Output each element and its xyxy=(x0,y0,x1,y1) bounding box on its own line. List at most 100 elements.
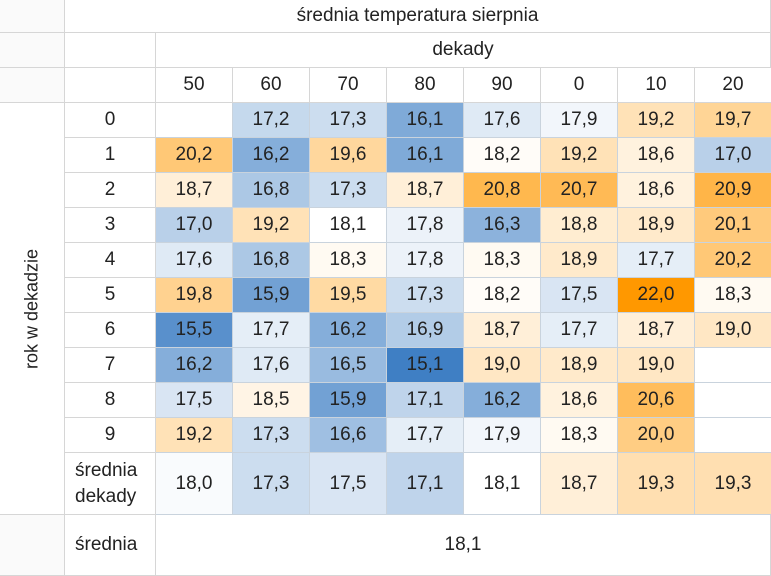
heatmap-cell: 16,8 xyxy=(233,173,310,208)
chart-title: średnia temperatura sierpnia xyxy=(65,0,771,33)
heatmap-cell: 17,9 xyxy=(464,418,541,453)
overall-mean-value: 18,1 xyxy=(156,515,771,576)
heatmap-cell: 17,7 xyxy=(387,418,464,453)
heatmap-cell: 16,2 xyxy=(233,138,310,173)
heatmap-cell: 16,5 xyxy=(310,348,387,383)
heatmap-cell: 17,0 xyxy=(695,138,771,173)
heatmap-cell: 17,0 xyxy=(156,208,233,243)
heatmap-cell: 20,0 xyxy=(618,418,695,453)
decade-mean-cell: 19,3 xyxy=(618,453,695,515)
heatmap-cell: 19,2 xyxy=(233,208,310,243)
heatmap-cell: 15,1 xyxy=(387,348,464,383)
column-header: 10 xyxy=(618,68,695,103)
heatmap-cell: 17,2 xyxy=(233,103,310,138)
heatmap-cell: 18,7 xyxy=(387,173,464,208)
heatmap-cell: 19,2 xyxy=(541,138,618,173)
heatmap-cell: 16,6 xyxy=(310,418,387,453)
heatmap-cell: 17,1 xyxy=(387,383,464,418)
heatmap-cell: 17,3 xyxy=(387,278,464,313)
heatmap-cell: 16,1 xyxy=(387,103,464,138)
row-label: 0 xyxy=(65,103,156,138)
row-label: 4 xyxy=(65,243,156,278)
corner-cell xyxy=(0,515,65,576)
decade-mean-label: średnia dekady xyxy=(65,453,156,515)
heatmap-cell: 20,7 xyxy=(541,173,618,208)
heatmap-cell: 16,9 xyxy=(387,313,464,348)
row-label: 7 xyxy=(65,348,156,383)
heatmap-cell: 15,9 xyxy=(233,278,310,313)
heatmap-cell: 16,8 xyxy=(233,243,310,278)
decade-mean-cell: 17,1 xyxy=(387,453,464,515)
heatmap-cell: 17,3 xyxy=(310,103,387,138)
heatmap-cell: 19,0 xyxy=(695,313,771,348)
decade-mean-cell: 18,0 xyxy=(156,453,233,515)
heatmap-cell: 18,6 xyxy=(541,383,618,418)
column-header: 50 xyxy=(156,68,233,103)
decade-mean-cell: 18,1 xyxy=(464,453,541,515)
heatmap-cell: 17,5 xyxy=(156,383,233,418)
decade-mean-cell: 17,5 xyxy=(310,453,387,515)
row-label: 6 xyxy=(65,313,156,348)
heatmap-cell: 19,6 xyxy=(310,138,387,173)
heatmap-cell: 17,7 xyxy=(233,313,310,348)
heatmap-cell: 18,5 xyxy=(233,383,310,418)
heatmap-cell: 18,1 xyxy=(310,208,387,243)
heatmap-cell: 16,2 xyxy=(310,313,387,348)
heatmap-cell: 18,6 xyxy=(618,138,695,173)
heatmap-cell: 22,0 xyxy=(618,278,695,313)
corner-cell xyxy=(0,68,65,103)
heatmap-cell: 17,6 xyxy=(156,243,233,278)
row-label: 5 xyxy=(65,278,156,313)
column-header: 80 xyxy=(387,68,464,103)
heatmap-cell: 19,0 xyxy=(618,348,695,383)
column-header: 0 xyxy=(541,68,618,103)
heatmap-cell: 15,5 xyxy=(156,313,233,348)
heatmap-cell: 18,3 xyxy=(695,278,771,313)
heatmap-cell: 19,2 xyxy=(156,418,233,453)
row-group-label: rok w dekadzie xyxy=(21,248,42,369)
heatmap-cell: 20,2 xyxy=(156,138,233,173)
overall-mean-label: średnia xyxy=(65,515,156,576)
corner-cell xyxy=(0,0,65,33)
blank-cell xyxy=(65,33,156,68)
heatmap-cell: 18,8 xyxy=(541,208,618,243)
row-label: 8 xyxy=(65,383,156,418)
heatmap-cell: 20,8 xyxy=(464,173,541,208)
decade-mean-cell: 17,3 xyxy=(233,453,310,515)
heatmap-cell: 17,9 xyxy=(541,103,618,138)
heatmap-cell: 17,6 xyxy=(464,103,541,138)
heatmap-cell: 18,9 xyxy=(541,243,618,278)
heatmap-cell xyxy=(695,348,771,383)
heatmap-cell: 19,0 xyxy=(464,348,541,383)
heatmap-cell: 18,3 xyxy=(541,418,618,453)
heatmap-cell: 19,2 xyxy=(618,103,695,138)
heatmap-cell: 17,8 xyxy=(387,208,464,243)
row-label: 3 xyxy=(65,208,156,243)
heatmap-cell: 19,5 xyxy=(310,278,387,313)
decade-mean-cell: 18,7 xyxy=(541,453,618,515)
heatmap-cell xyxy=(695,418,771,453)
heatmap-cell: 18,3 xyxy=(464,243,541,278)
row-label: 9 xyxy=(65,418,156,453)
decade-mean-cell: 19,3 xyxy=(695,453,771,515)
heatmap-cell: 19,7 xyxy=(695,103,771,138)
heatmap-cell xyxy=(156,103,233,138)
heatmap-cell: 16,2 xyxy=(464,383,541,418)
heatmap-cell: 16,2 xyxy=(156,348,233,383)
heatmap-cell: 18,7 xyxy=(464,313,541,348)
blank-cell xyxy=(65,68,156,103)
heatmap-cell: 15,9 xyxy=(310,383,387,418)
column-header: 60 xyxy=(233,68,310,103)
heatmap-cell: 20,9 xyxy=(695,173,771,208)
heatmap-cell: 20,2 xyxy=(695,243,771,278)
heatmap-cell: 17,5 xyxy=(541,278,618,313)
column-header: 90 xyxy=(464,68,541,103)
heatmap-cell: 17,3 xyxy=(310,173,387,208)
heatmap-cell xyxy=(695,383,771,418)
heatmap-cell: 19,8 xyxy=(156,278,233,313)
heatmap-cell: 18,9 xyxy=(618,208,695,243)
column-header: 20 xyxy=(695,68,771,103)
heatmap-cell: 18,7 xyxy=(156,173,233,208)
heatmap-cell: 18,6 xyxy=(618,173,695,208)
